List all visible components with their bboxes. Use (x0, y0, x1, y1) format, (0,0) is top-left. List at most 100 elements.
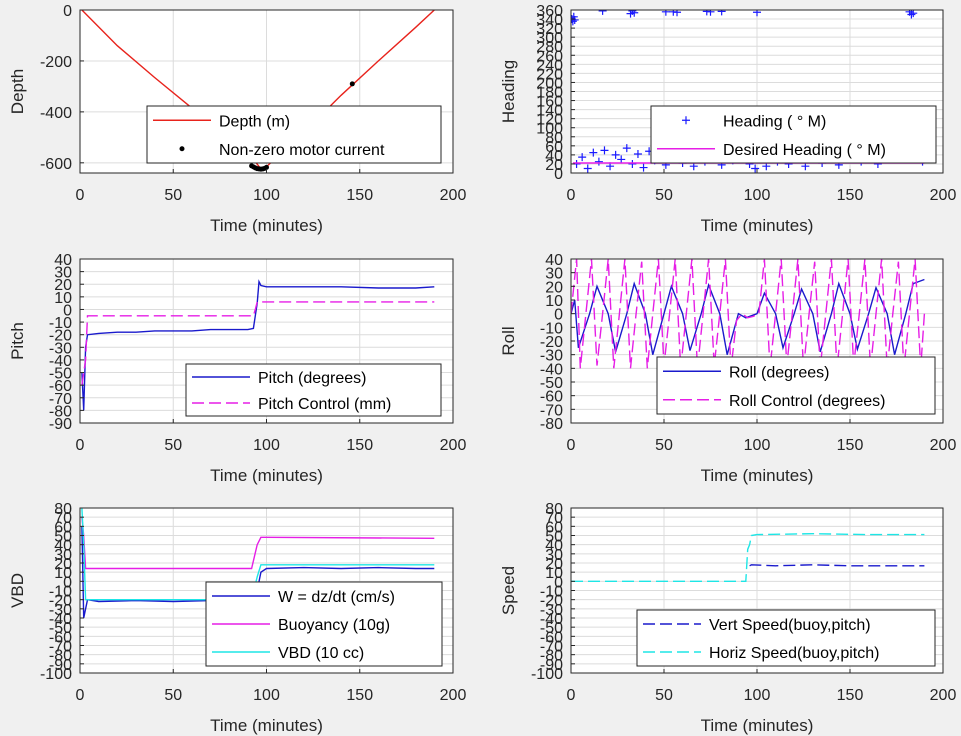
legend-box (185, 363, 442, 417)
y-tick-label: 10 (54, 565, 72, 582)
series-heading-0-point (909, 10, 918, 18)
legend: Heading ( ° M) Desired Heading ( ° M) (650, 105, 937, 164)
y-tick-label: 340 (536, 12, 563, 29)
y-tick-label: 20 (545, 556, 563, 573)
y-tick-label: 80 (54, 501, 72, 518)
legend-marker (179, 146, 185, 152)
legend-box (656, 356, 936, 415)
series-group (571, 259, 926, 369)
chart-panel-depth: 0 50 100 150 200 -600 -400 -200 0 Time (minutes) D… (8, 3, 466, 235)
legend-box (146, 105, 442, 164)
x-tick-label: 150 (346, 687, 373, 704)
chart-panel-pitch: 0 50 100 150 200-90-80-70-60-50-40-30-20-100… (8, 252, 466, 485)
series-heading-0-point (611, 150, 620, 159)
x-tick-label: 150 (346, 187, 373, 204)
y-tick-label: -10 (540, 584, 563, 601)
legend-label: Horiz Speed(buoy,pitch) (709, 645, 879, 662)
y-tick-label: 120 (536, 112, 563, 129)
x-axis-label: Time (minutes) (701, 466, 814, 485)
chart-panel-vbd: 0 50 100 150 200-100-90-80-70-60-50-40-30-20… (8, 501, 466, 735)
legend-label: Pitch (degrees) (258, 370, 367, 387)
x-tick-label: 50 (164, 187, 182, 204)
y-tick-label: 160 (536, 94, 563, 111)
y-tick-label: -70 (49, 391, 72, 408)
series-heading-0-point (717, 10, 726, 16)
legend-label: Pitch Control (mm) (258, 396, 391, 413)
y-tick-label: 30 (54, 265, 72, 282)
x-tick-label: 0 (76, 187, 85, 204)
y-tick-label: 80 (545, 130, 563, 147)
y-tick-label: 50 (54, 529, 72, 546)
y-tick-label: -400 (40, 105, 72, 122)
y-tick-label: 260 (536, 48, 563, 65)
series-pitch-0-line (81, 279, 435, 411)
series-heading-0-point (639, 163, 648, 172)
legend-label: VBD (10 cc) (278, 645, 364, 662)
x-tick-label: 100 (744, 437, 771, 454)
series-pitch-1-line (81, 301, 435, 386)
y-tick-label: 0 (63, 302, 72, 319)
y-tick-label: -20 (540, 334, 563, 351)
y-tick-label: 40 (545, 252, 563, 269)
x-tick-label: 200 (440, 687, 467, 704)
y-tick-label: 60 (545, 139, 563, 156)
y-tick-label: 240 (536, 57, 563, 74)
series-group (571, 532, 925, 582)
y-tick-label: -60 (49, 378, 72, 395)
series-heading-0-point (583, 164, 592, 173)
y-tick-label: 0 (63, 574, 72, 591)
y-tick-label: 10 (54, 290, 72, 307)
x-tick-label: 50 (655, 187, 673, 204)
x-tick-label: 200 (930, 437, 957, 454)
x-tick-label: 200 (930, 187, 957, 204)
y-tick-label: -90 (49, 657, 72, 674)
series-heading-0-point (661, 10, 670, 16)
series-heading-0-point (598, 10, 607, 15)
legend-label: Vert Speed(buoy,pitch) (709, 617, 871, 634)
y-axis-label: Heading (499, 60, 518, 123)
x-tick-label: 0 (76, 687, 85, 704)
x-tick-label: 200 (440, 187, 467, 204)
y-tick-label: 140 (536, 103, 563, 120)
y-tick-label: 200 (536, 75, 563, 92)
x-tick-label: 100 (253, 437, 280, 454)
series-speed-0-line (749, 564, 925, 567)
y-tick-label: 10 (545, 565, 563, 582)
x-axis-label: Time (minutes) (701, 216, 814, 235)
x-tick-label: 50 (164, 687, 182, 704)
legend-label: Non-zero motor current (219, 142, 385, 159)
y-tick-label: -90 (49, 416, 72, 433)
y-tick-label: -10 (49, 584, 72, 601)
series-roll-0-line (571, 278, 925, 355)
y-tick-label: 30 (54, 547, 72, 564)
y-tick-label: 300 (536, 30, 563, 47)
y-tick-label: 30 (545, 547, 563, 564)
y-axis-label: Roll (499, 326, 518, 355)
legend-label: Heading ( ° M) (723, 113, 826, 130)
x-tick-label: 150 (346, 437, 373, 454)
legend-label: W = dz/dt (cm/s) (278, 589, 395, 606)
y-tick-label: -100 (40, 666, 72, 683)
y-tick-label: -80 (49, 403, 72, 420)
series-speed-1-line (571, 532, 925, 582)
series-heading-0-point (628, 159, 637, 168)
y-tick-label: -70 (540, 402, 563, 419)
series-heading-0-point (594, 157, 603, 166)
y-tick-label: 20 (545, 279, 563, 296)
legend-label: Depth (m) (219, 113, 290, 130)
x-tick-label: 100 (744, 687, 771, 704)
chart-panel-heading: 0 50 100 150 2000204060801001201401601802002… (499, 3, 956, 235)
series-depth-1-point (349, 81, 355, 87)
y-tick-label: -60 (49, 629, 72, 646)
series-heading-0-point (578, 153, 587, 162)
x-tick-label: 150 (837, 437, 864, 454)
x-tick-label: 200 (440, 437, 467, 454)
legend-label: Buoyancy (10g) (278, 617, 390, 634)
x-tick-label: 100 (253, 687, 280, 704)
y-tick-label: -80 (540, 648, 563, 665)
series-group (81, 279, 435, 411)
legend-marker (682, 116, 690, 125)
x-tick-label: 150 (837, 187, 864, 204)
legend-label: Roll (degrees) (729, 364, 829, 381)
y-tick-label: 40 (54, 538, 72, 555)
